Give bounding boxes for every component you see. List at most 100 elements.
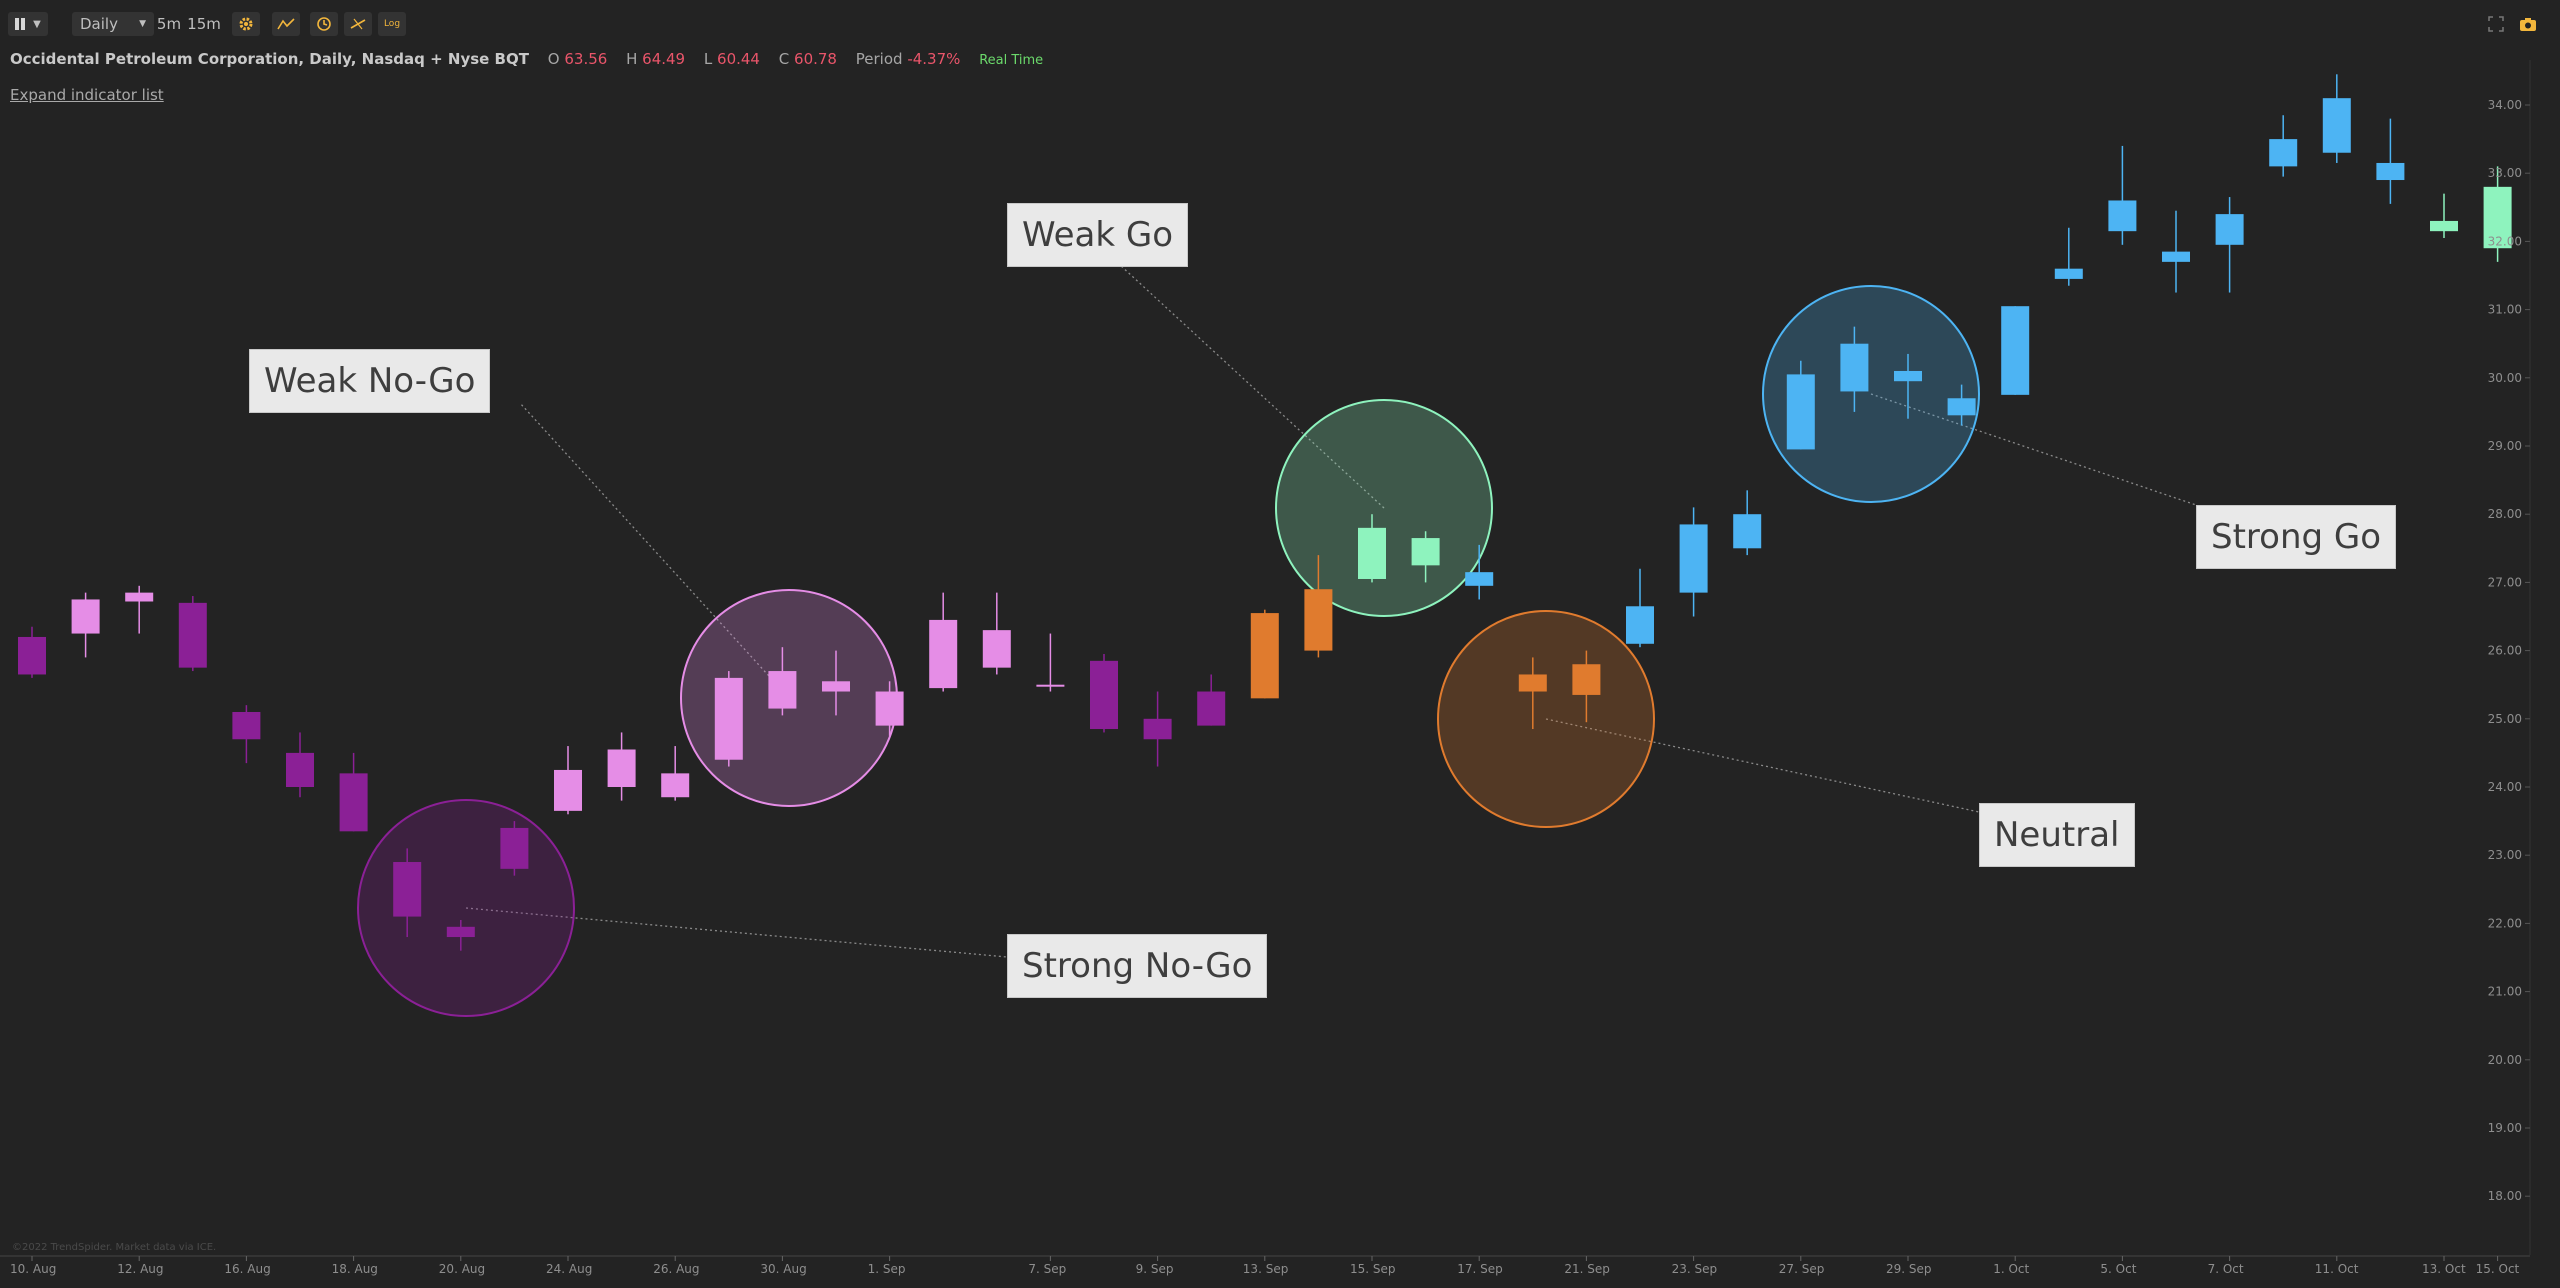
candle-body [2108, 200, 2137, 232]
y-tick-label: 26.00 [2488, 644, 2522, 658]
highlight-circle-strong-go [1762, 285, 1980, 503]
candle-body [661, 773, 690, 798]
x-tick-label: 15. Sep [1350, 1262, 1396, 1276]
candle-body [1786, 374, 1815, 450]
candle-body [1250, 613, 1279, 699]
low-value: 60.44 [717, 50, 760, 68]
drawing-tools-button[interactable] [344, 12, 372, 36]
x-tick-label: 27. Sep [1779, 1262, 1825, 1276]
close-value: 60.78 [794, 50, 837, 68]
y-tick-label: 30.00 [2488, 371, 2522, 385]
connector-line-weak-nogo [519, 402, 790, 699]
candle-body [822, 681, 850, 692]
x-tick-label: 18. Aug [332, 1262, 378, 1276]
candle-body [2054, 268, 2083, 279]
fullscreen-button[interactable] [2486, 12, 2506, 36]
candle-body [1358, 527, 1386, 579]
fullscreen-icon [2488, 16, 2504, 32]
candle-body [232, 711, 261, 740]
y-tick-label: 29.00 [2488, 439, 2522, 453]
candle-body [768, 671, 797, 709]
pause-dropdown-button[interactable]: ▼ [8, 12, 48, 36]
annotation-neutral: Neutral [1979, 803, 2135, 867]
candle-body [2001, 306, 2030, 395]
y-tick-label: 19.00 [2488, 1121, 2522, 1135]
x-tick-label: 13. Sep [1243, 1262, 1289, 1276]
settings-button[interactable] [232, 12, 260, 36]
candle-body [714, 677, 743, 760]
candle-body [1143, 718, 1172, 740]
timeframe-5m-button[interactable]: 5m [156, 15, 182, 33]
x-tick-label: 1. Sep [868, 1262, 906, 1276]
candle-body [71, 599, 100, 634]
candle-body [1626, 606, 1654, 644]
candle-body [18, 636, 46, 675]
candle-body [1679, 524, 1708, 593]
interval-select[interactable]: Daily ▼ [72, 12, 154, 36]
x-tick-label: 29. Sep [1886, 1262, 1932, 1276]
candle-body [554, 769, 582, 811]
x-tick-label: 9. Sep [1136, 1262, 1174, 1276]
snapshot-button[interactable] [2516, 12, 2540, 36]
highlight-circle-neutral [1437, 610, 1655, 828]
x-tick-label: 23. Sep [1672, 1262, 1718, 1276]
y-tick-label: 21.00 [2488, 985, 2522, 999]
annotation-strong-go: Strong Go [2196, 505, 2397, 569]
x-tick-label: 10. Aug [10, 1262, 56, 1276]
candle-body [1465, 572, 1494, 586]
x-tick-label: 12. Aug [117, 1262, 163, 1276]
y-tick-label: 27.00 [2488, 575, 2522, 589]
candle-body [339, 773, 368, 832]
y-tick-label: 22.00 [2488, 916, 2522, 930]
high-label: H [626, 50, 638, 68]
gear-icon [239, 17, 253, 31]
indicators-button[interactable] [272, 12, 300, 36]
pause-icon [15, 18, 26, 30]
candle-body [607, 749, 636, 787]
y-tick-label: 33.00 [2488, 166, 2522, 180]
x-tick-label: 15. Oct [2476, 1262, 2520, 1276]
y-tick-label: 34.00 [2488, 98, 2522, 112]
chart-legend: Occidental Petroleum Corporation, Daily,… [10, 50, 1043, 68]
timeframe-15m-button[interactable]: 15m [187, 15, 221, 33]
candle-body [1840, 343, 1869, 392]
candle-body [2430, 220, 2458, 232]
candle-body [1894, 370, 1922, 382]
log-scale-button[interactable]: Log [378, 12, 406, 36]
low-label: L [703, 50, 713, 68]
highlight-circle-weak-go [1275, 399, 1493, 617]
x-tick-label: 16. Aug [224, 1262, 270, 1276]
candle-body [1036, 684, 1065, 687]
x-tick-label: 11. Oct [2315, 1262, 2359, 1276]
x-tick-label: 30. Aug [760, 1262, 806, 1276]
candle-body [2269, 139, 2298, 167]
expand-indicator-list-link[interactable]: Expand indicator list [10, 86, 164, 104]
candle-body [2376, 162, 2405, 181]
high-value: 64.49 [642, 50, 686, 68]
realtime-badge: Real Time [979, 53, 1044, 68]
candle-body [982, 630, 1011, 668]
candle-body [286, 752, 314, 787]
y-tick-label: 31.00 [2488, 303, 2522, 317]
x-tick-label: 1. Oct [1993, 1262, 2029, 1276]
replay-button[interactable] [310, 12, 338, 36]
period-value: -4.37% [907, 50, 961, 68]
candle-body [1733, 514, 1762, 549]
annotation-weak-nogo: Weak No-Go [249, 349, 491, 413]
x-tick-label: 7. Sep [1028, 1262, 1066, 1276]
indicator-icon [277, 18, 295, 30]
candle-body [2483, 186, 2512, 249]
annotation-weak-go: Weak Go [1007, 203, 1189, 267]
highlight-circle-strong-nogo [357, 799, 575, 1017]
y-tick-label: 18.00 [2488, 1189, 2522, 1203]
candle-body [125, 592, 154, 602]
candle-body [1090, 660, 1118, 730]
candle-body [2162, 251, 2190, 262]
x-tick-label: 20. Aug [439, 1262, 485, 1276]
x-tick-label: 7. Oct [2208, 1262, 2244, 1276]
camera-icon [2520, 17, 2536, 31]
draw-tools-icon [350, 18, 366, 30]
close-label: C [778, 50, 790, 68]
candle-body [875, 691, 904, 726]
